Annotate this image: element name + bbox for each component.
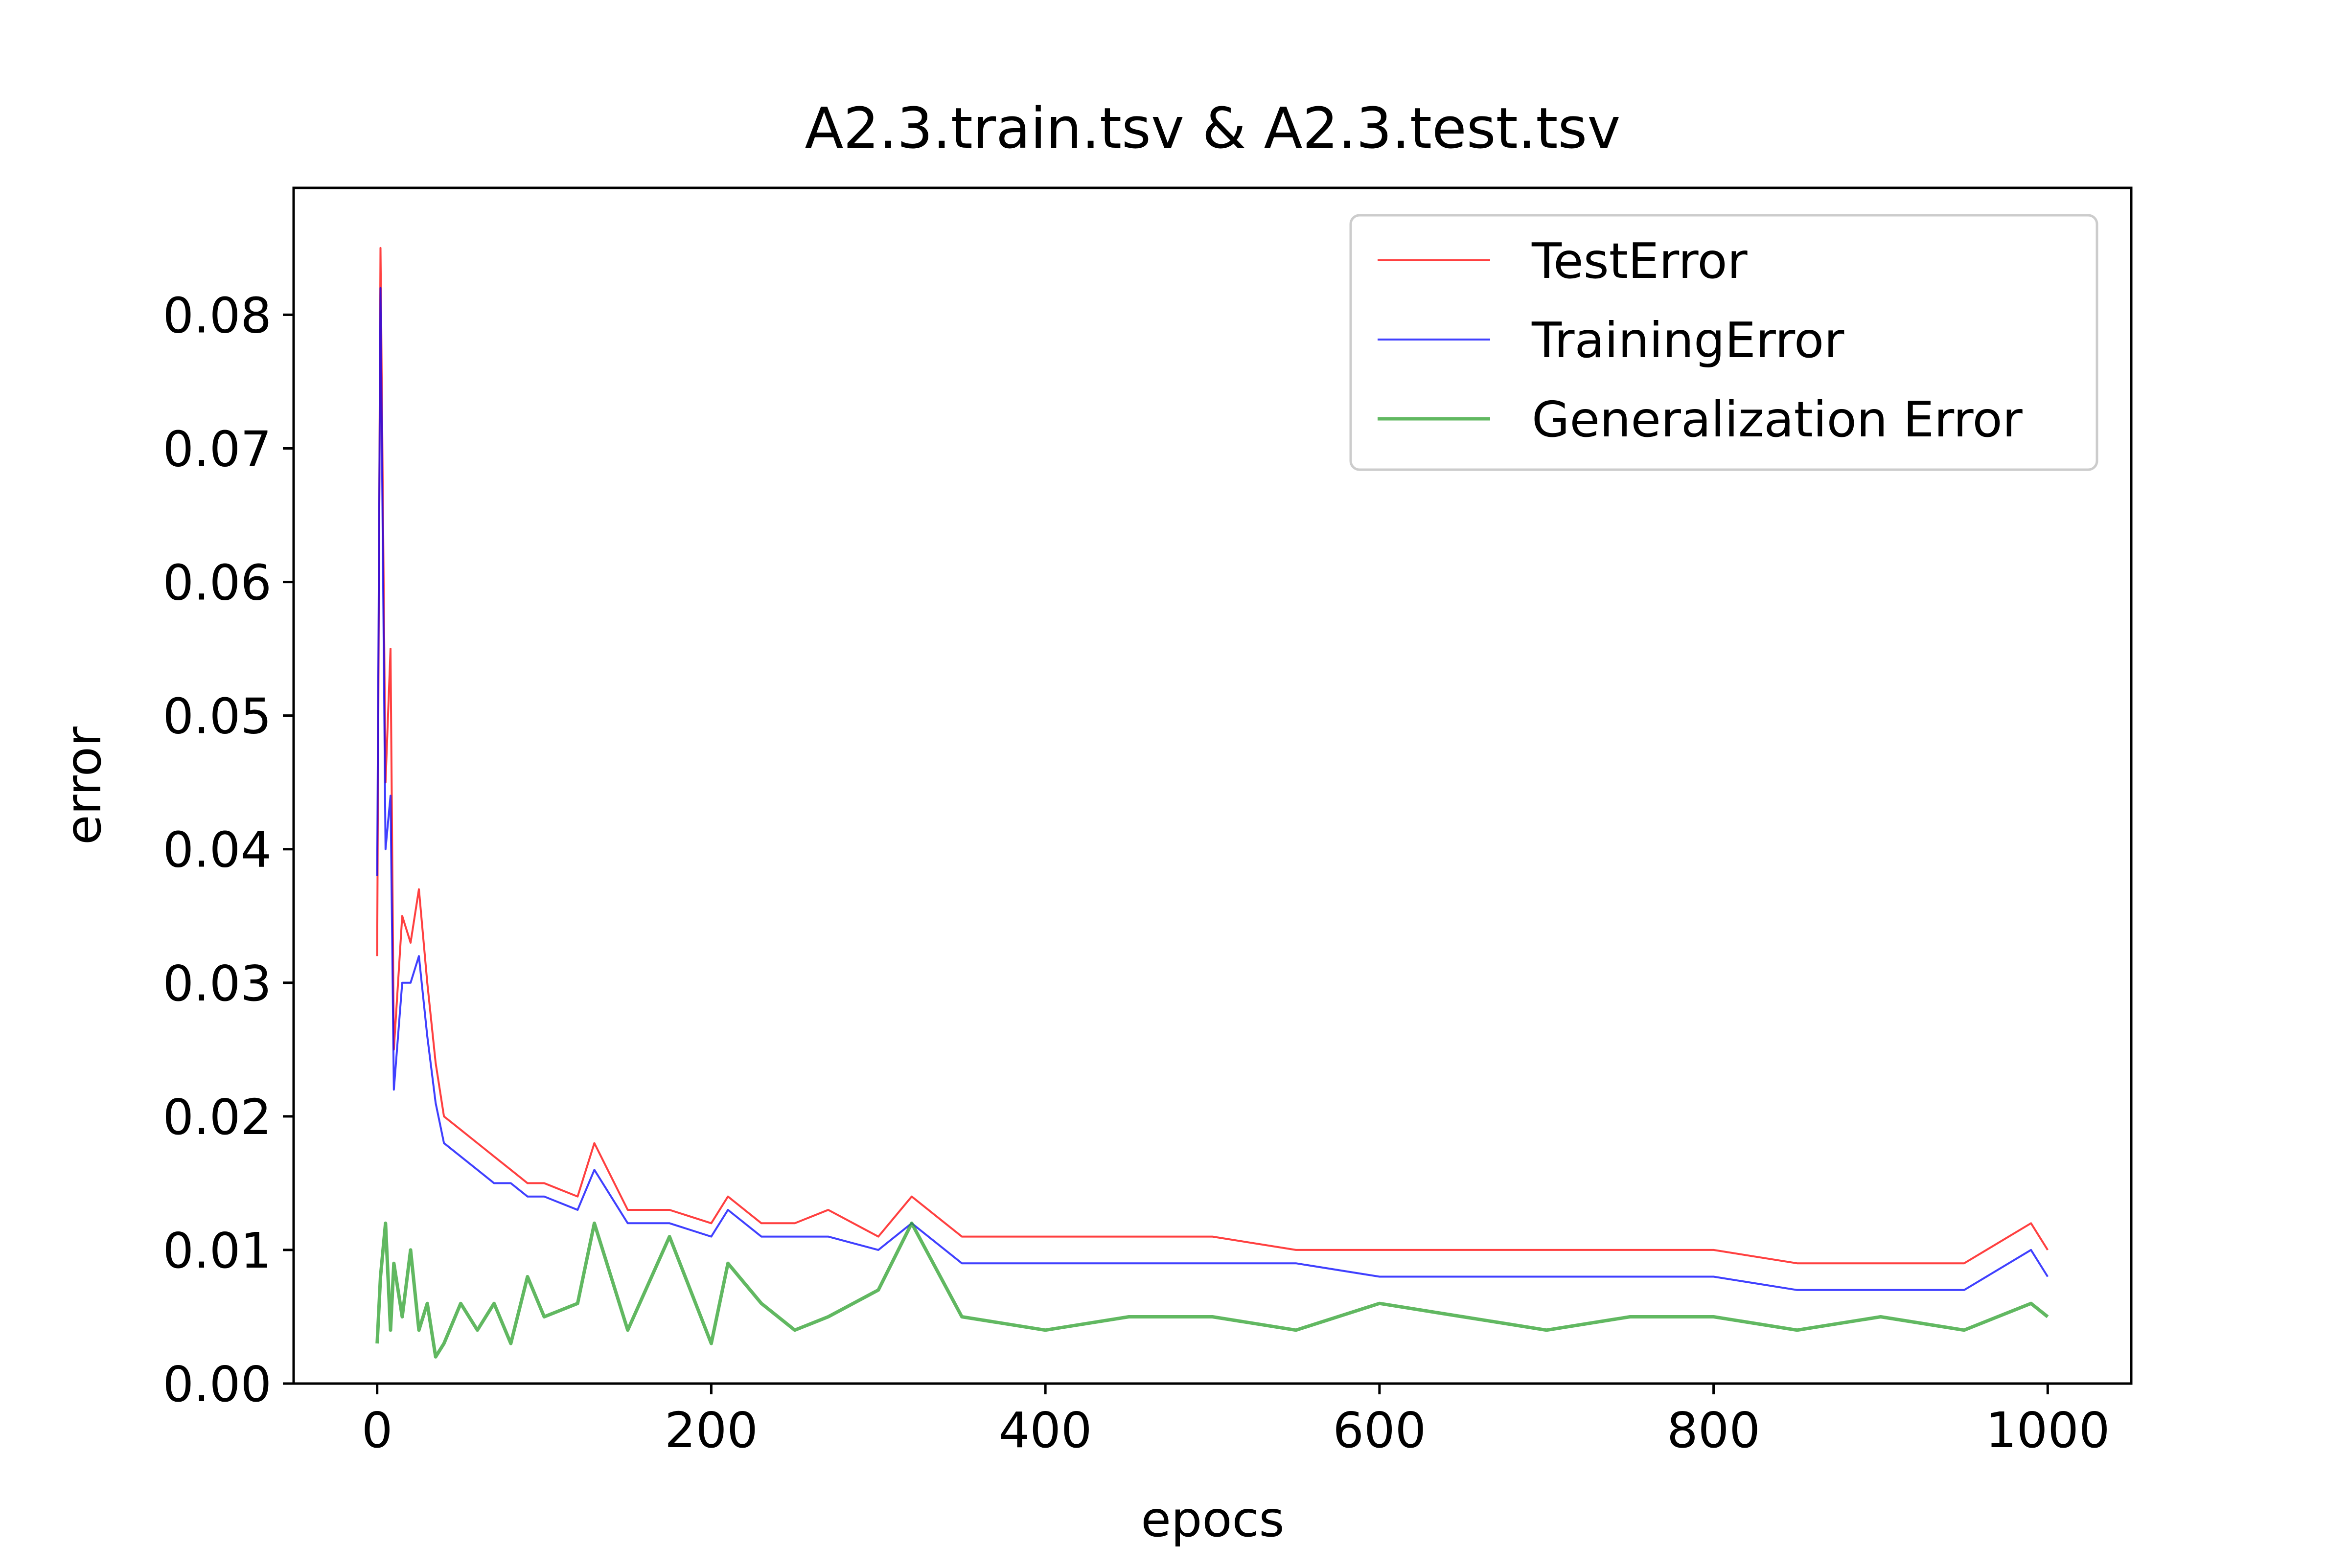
legend-box — [1349, 214, 2098, 471]
y-tick-label: 0.05 — [162, 688, 272, 745]
y-tick-label: 0.07 — [162, 420, 272, 477]
y-tick-layer: 0.00 0.01 0.02 0.03 0.04 0.05 0.06 0.07 0.08 — [162, 287, 294, 1413]
y-tick-label: 0.06 — [162, 554, 272, 612]
plot-frame — [292, 186, 2133, 1385]
legend: TestError TrainingError Generalization Err… — [1349, 214, 2098, 471]
series-line-trainingerror — [376, 287, 2049, 1291]
y-tick-label: 0.03 — [162, 955, 272, 1012]
x-tick-label: 400 — [999, 1402, 1092, 1459]
y-tick-label: 0.01 — [162, 1222, 272, 1279]
series-line-generalization-error — [375, 1221, 2049, 1359]
x-tick-layer: 0 200 400 600 800 1000 — [362, 1384, 2110, 1459]
legend-label-trainingerror: TrainingError — [1531, 312, 1844, 369]
series-line-testerror — [376, 247, 2049, 1265]
y-axis-label: error — [55, 726, 112, 845]
y-tick-label: 0.08 — [162, 287, 272, 344]
y-tick-label: 0.04 — [162, 821, 272, 879]
y-tick-label: 0.02 — [162, 1089, 272, 1146]
legend-items: TestError TrainingError Generalization Err… — [1378, 232, 2023, 448]
series-layer — [375, 247, 2049, 1359]
x-tick-label: 200 — [665, 1402, 758, 1459]
legend-label-generalization-error: Generalization Error — [1532, 391, 2023, 448]
x-axis-label: epocs — [1141, 1491, 1284, 1548]
y-tick-label: 0.00 — [162, 1356, 272, 1413]
x-tick-label: 600 — [1333, 1402, 1426, 1459]
x-tick-label: 0 — [362, 1402, 393, 1459]
x-tick-label: 800 — [1667, 1402, 1760, 1459]
legend-label-testerror: TestError — [1531, 232, 1748, 290]
x-tick-label: 1000 — [1985, 1402, 2110, 1459]
chart-title: A2.3.train.tsv & A2.3.test.tsv — [805, 96, 1621, 161]
